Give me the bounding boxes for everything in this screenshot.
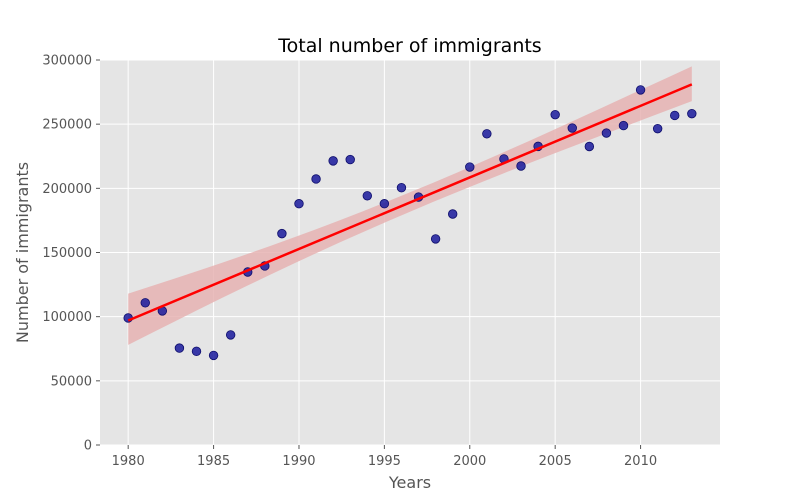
data-points (123, 85, 697, 361)
data-point (328, 156, 338, 166)
data-point (482, 129, 492, 139)
data-point (140, 298, 150, 308)
data-point (362, 191, 373, 201)
x-tick-label: 2010 (624, 454, 657, 469)
data-point (618, 120, 629, 131)
data-point (687, 108, 697, 119)
data-point (567, 123, 577, 133)
y-tick-label: 50000 (51, 374, 92, 389)
x-tick-label: 1985 (197, 454, 230, 469)
y-tick-label: 100000 (42, 310, 92, 325)
data-point (652, 123, 663, 134)
y-tick-label: 0 (84, 439, 92, 454)
data-point (396, 182, 407, 193)
data-point (277, 228, 287, 239)
data-point (516, 161, 526, 171)
data-point (191, 346, 202, 357)
data-point (465, 162, 475, 172)
x-tick-label: 1995 (368, 454, 401, 469)
x-tick-label: 2000 (453, 454, 486, 469)
x-axis-label: Years (388, 473, 431, 492)
data-point (430, 234, 441, 244)
data-point (601, 128, 612, 138)
data-point (447, 209, 458, 219)
data-point (635, 85, 646, 95)
data-point (311, 174, 321, 184)
x-axis-ticks: 1980 1985 1990 1995 2000 2005 2010 (112, 445, 657, 469)
data-point (345, 154, 355, 165)
y-axis-label: Number of immigrants (13, 162, 32, 343)
y-axis-ticks: 0 50000 100000 150000 200000 250000 300000 (42, 54, 100, 454)
x-tick-label: 1980 (112, 454, 145, 469)
chart-title: Total number of immigrants (277, 35, 541, 57)
y-tick-label: 200000 (42, 182, 92, 197)
y-tick-label: 300000 (42, 54, 92, 69)
data-point (584, 141, 595, 152)
data-point (550, 109, 560, 120)
x-tick-label: 2005 (539, 454, 572, 469)
data-point (174, 343, 185, 353)
y-tick-label: 150000 (42, 246, 92, 261)
data-point (379, 199, 390, 209)
regression-line (127, 83, 693, 322)
data-point (225, 330, 236, 340)
data-point (294, 199, 304, 209)
data-point (208, 350, 219, 361)
confidence-band (128, 66, 692, 345)
y-tick-label: 250000 (42, 118, 92, 133)
data-point (670, 110, 680, 121)
x-tick-label: 1990 (282, 454, 315, 469)
